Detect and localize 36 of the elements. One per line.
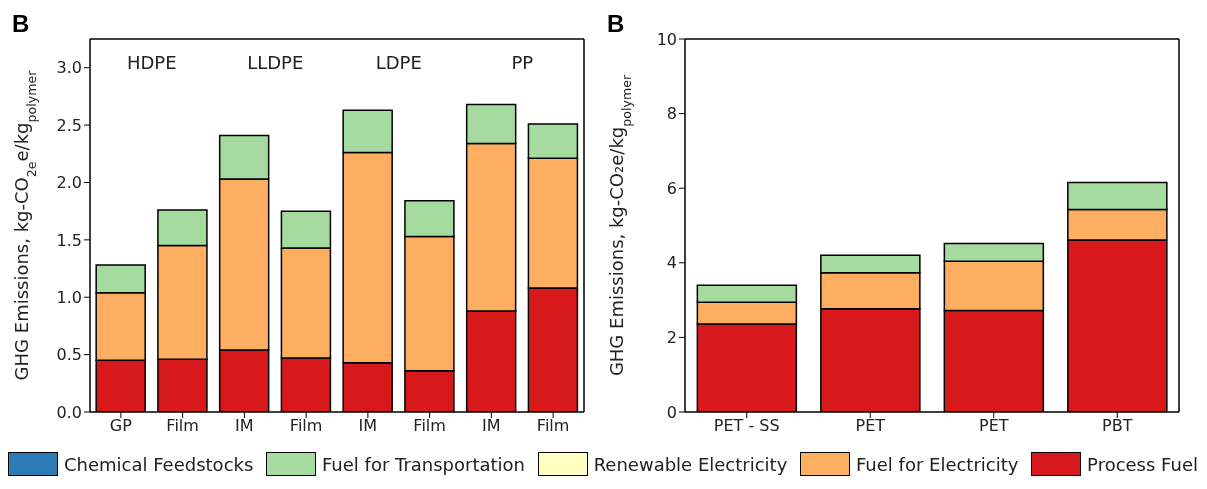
x-tick-label: PBT (1102, 416, 1133, 436)
y-tick-label: 10 (656, 29, 677, 49)
y-tick-label: 0.5 (56, 345, 82, 365)
x-tick-label: IM (358, 416, 378, 436)
legend-label: Process Fuel (1087, 453, 1198, 475)
x-tick-label: Film (413, 416, 446, 436)
x-tick-label: GP (109, 416, 133, 436)
x-tick-label: PET (978, 416, 1009, 436)
legend-label: Chemical Feedstocks (64, 453, 254, 475)
annotation: LLDPE (247, 52, 304, 73)
y-tick-label: 0.0 (56, 402, 82, 422)
chart-title: B (12, 10, 30, 38)
annotation: HDPE (126, 52, 177, 73)
y-tick-label: 0 (666, 402, 677, 422)
y-tick-label: 6 (666, 178, 677, 198)
y-tick-label: 3.0 (56, 58, 82, 78)
x-tick-label: IM (235, 416, 254, 436)
legend-label: Fuel for Electricity (855, 453, 1019, 475)
y-tick-label: 1.0 (56, 287, 82, 307)
y-tick-label: 2.5 (56, 115, 82, 135)
legend-label: Renewable Electricity (593, 453, 788, 475)
y-tick-label: 8 (666, 104, 677, 124)
x-tick-label: Film (166, 416, 199, 436)
x-tick-label: IM (482, 416, 501, 436)
y-tick-label: 4 (666, 253, 677, 273)
x-tick-label: Film (289, 416, 323, 436)
y-tick-label: 2 (666, 328, 677, 348)
x-tick-label: PET (855, 416, 886, 436)
y-tick-label: 2.0 (56, 173, 82, 193)
y-tick-label: 1.5 (56, 230, 82, 250)
annotation: LDPE (375, 52, 422, 73)
legend-label: Fuel for Transportation (321, 453, 526, 475)
x-tick-label: PET - SS (713, 416, 780, 436)
annotation: PP (511, 52, 534, 73)
chart-title: B (607, 10, 625, 38)
x-tick-label: Film (536, 416, 570, 436)
